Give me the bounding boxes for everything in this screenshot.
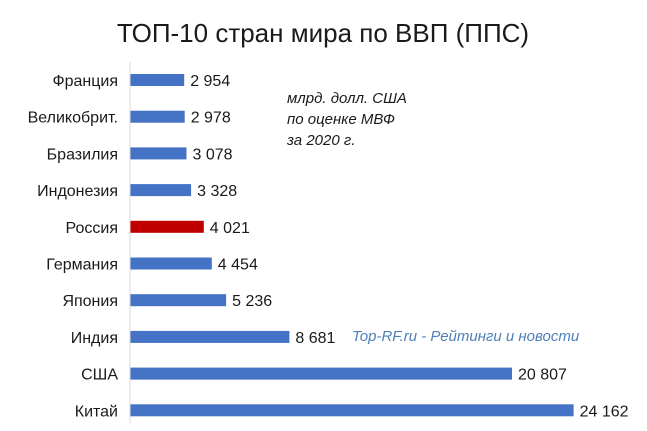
annotation-line-3: за 2020 г. [286, 132, 355, 149]
value-label-6: 4 454 [218, 257, 258, 274]
annotation-line-2: по оценке МВФ [287, 111, 395, 128]
category-label-2: Великобрит. [28, 110, 118, 127]
category-label-3: Бразилия [47, 146, 118, 163]
chart-title: ТОП-10 стран мира по ВВП (ППС) [117, 18, 529, 48]
bar-9 [130, 367, 512, 380]
category-label-9: США [81, 367, 118, 384]
bar-1 [130, 74, 185, 86]
bar-8 [130, 330, 290, 343]
annotation-line-1: млрд. долл. США [287, 90, 407, 107]
category-label-1: Франция [52, 73, 118, 90]
category-label-5: Россия [66, 220, 118, 237]
category-label-6: Германия [46, 257, 118, 274]
bars-group: Франция 2 954 Великобрит. 2 978 Бразилия 3 07… [28, 73, 629, 420]
bar-10 [130, 404, 574, 417]
value-label-9: 20 807 [518, 367, 567, 384]
value-label-7: 5 236 [232, 293, 272, 310]
value-label-5: 4 021 [210, 220, 250, 237]
value-label-3: 3 078 [193, 146, 233, 163]
category-label-4: Индонезия [37, 183, 118, 200]
value-label-1: 2 954 [190, 73, 230, 90]
value-label-8: 8 681 [295, 330, 335, 347]
category-label-7: Япония [62, 293, 118, 310]
category-label-10: Китай [75, 403, 118, 420]
bar-2 [130, 110, 185, 123]
category-label-8: Индия [71, 330, 118, 347]
watermark-text: Top-RF.ru - Рейтинги и новости [352, 328, 580, 345]
bar-6 [130, 257, 212, 270]
bar-4 [130, 184, 192, 197]
bar-3 [130, 147, 187, 160]
bar-7 [130, 294, 227, 307]
bar-5 [130, 220, 204, 233]
value-label-2: 2 978 [191, 110, 231, 127]
value-label-10: 24 162 [580, 403, 629, 420]
value-label-4: 3 328 [197, 183, 237, 200]
